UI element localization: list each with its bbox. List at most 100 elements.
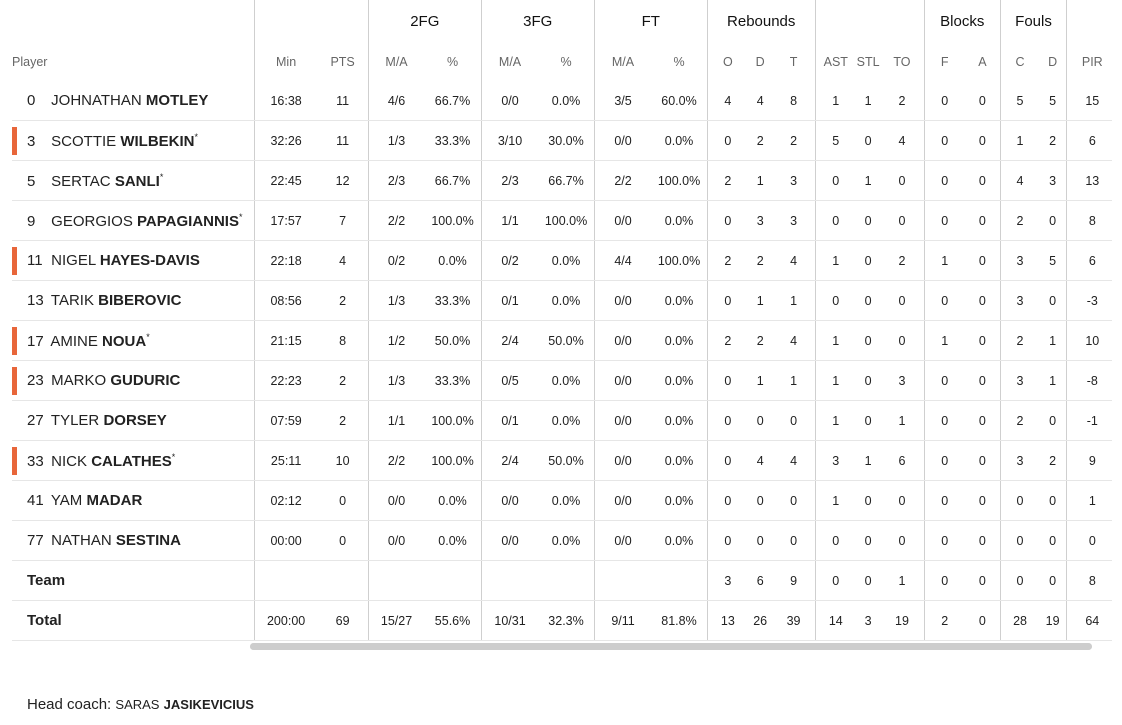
stat-pir: 15 xyxy=(1066,81,1112,121)
col-fouls-c[interactable]: C xyxy=(999,42,1040,81)
stat-ft-ma: 9/11 xyxy=(593,600,652,641)
stat-fg3-pct: 0.0% xyxy=(538,360,595,401)
starter-marker xyxy=(12,367,17,395)
stat-ft-pct: 0.0% xyxy=(651,280,708,321)
group-ft: FT xyxy=(593,0,708,42)
player-cell[interactable]: 17 AMINE NOUA* xyxy=(12,320,255,361)
stat-ba: 0 xyxy=(964,360,1001,401)
stat-fg3-pct: 50.0% xyxy=(538,320,595,361)
col-player[interactable]: Player xyxy=(12,54,48,69)
stat-fg2-ma: 2/2 xyxy=(367,200,425,241)
stat-fg2-pct: 66.7% xyxy=(424,160,482,201)
stat-pts: 11 xyxy=(317,120,369,161)
stat-bf: 2 xyxy=(923,600,965,641)
stat-bf: 0 xyxy=(923,520,965,561)
stat-fc: 2 xyxy=(999,400,1040,441)
col-blk-f[interactable]: F xyxy=(923,42,965,81)
col-ast[interactable]: AST xyxy=(814,42,856,81)
col-stl[interactable]: STL xyxy=(856,54,880,69)
stat-ft-ma: 0/0 xyxy=(593,480,652,521)
player-cell[interactable]: 9 GEORGIOS PAPAGIANNIS* xyxy=(12,200,255,241)
player-cell[interactable]: 41 YAM MADAR xyxy=(12,480,255,521)
player-row[interactable]: 5 SERTAC SANLI* 22:45 12 2/3 66.7% 2/3 66.7% 2/… xyxy=(12,160,1112,201)
col-ft-pct[interactable]: % xyxy=(673,54,685,69)
player-cell[interactable]: 0 JOHNATHAN MOTLEY xyxy=(12,81,255,121)
player-row[interactable]: 11 NIGEL HAYES-DAVIS 22:18 4 0/2 0.0% 0/2 0.0%… xyxy=(12,240,1112,281)
stat-t: 39 xyxy=(772,600,816,641)
team-label: Team xyxy=(12,560,255,601)
player-row[interactable]: 41 YAM MADAR 02:12 0 0/0 0.0% 0/0 0.0% 0/0 0.0% 0… xyxy=(12,480,1112,521)
stat-fc: 2 xyxy=(999,320,1040,361)
stat-o: 2 xyxy=(706,160,748,201)
starter-marker xyxy=(12,127,17,155)
player-row[interactable]: 13 TARIK BIBEROVIC 08:56 2 1/3 33.3% 0/1 0.0% 0… xyxy=(12,280,1112,321)
player-cell[interactable]: 77 NATHAN SESTINA xyxy=(12,520,255,561)
stat-fg2-pct: 66.7% xyxy=(424,81,482,121)
col-reb-d[interactable]: D xyxy=(755,54,765,69)
stat-pir: 10 xyxy=(1066,320,1112,361)
stat-pts xyxy=(317,560,369,601)
col-to[interactable]: TO xyxy=(893,54,911,69)
stat-fg2-ma: 1/2 xyxy=(367,320,425,361)
stat-ft-ma: 0/0 xyxy=(593,120,652,161)
player-cell[interactable]: 3 SCOTTIE WILBEKIN* xyxy=(12,120,255,161)
player-first-name: GEORGIOS xyxy=(51,212,133,230)
stat-d: 26 xyxy=(747,600,773,641)
stat-ast: 1 xyxy=(814,81,856,121)
stat-fc: 28 xyxy=(999,600,1040,641)
box-score-scroll-area[interactable]: 2FG 3FG FT Rebounds Blocks Fouls Player … xyxy=(12,0,1112,652)
stat-stl: 0 xyxy=(855,520,881,561)
stat-min: 16:38 xyxy=(253,81,318,121)
stat-fd: 2 xyxy=(1039,120,1067,161)
col-pir[interactable]: PIR xyxy=(1066,42,1112,81)
player-cell[interactable]: 27 TYLER DORSEY xyxy=(12,400,255,441)
col-2fg-pct[interactable]: % xyxy=(446,54,459,69)
stat-fg2-ma: 1/3 xyxy=(367,280,425,321)
stat-fd: 0 xyxy=(1039,400,1067,441)
stat-ft-ma: 2/2 xyxy=(593,160,652,201)
player-cell[interactable]: 13 TARIK BIBEROVIC xyxy=(12,280,255,321)
player-row[interactable]: 3 SCOTTIE WILBEKIN* 32:26 11 1/3 33.3% 3/10 30… xyxy=(12,120,1112,161)
stat-to: 0 xyxy=(880,480,925,521)
stat-pts: 2 xyxy=(317,280,369,321)
col-min[interactable]: Min xyxy=(253,42,318,81)
stat-ft-pct: 100.0% xyxy=(651,240,708,281)
stat-ast: 0 xyxy=(814,200,856,241)
col-fouls-d[interactable]: D xyxy=(1048,54,1058,69)
stat-fg3-ma: 0/0 xyxy=(480,480,539,521)
player-row[interactable]: 27 TYLER DORSEY 07:59 2 1/1 100.0% 0/1 0.0% 0/0… xyxy=(12,400,1112,441)
player-cell[interactable]: 5 SERTAC SANLI* xyxy=(12,160,255,201)
col-reb-t[interactable]: T xyxy=(789,54,798,69)
player-row[interactable]: 17 AMINE NOUA* 21:15 8 1/2 50.0% 2/4 50.0% 0/0 0… xyxy=(12,320,1112,361)
col-3fg-pct[interactable]: % xyxy=(560,54,572,69)
col-reb-o[interactable]: O xyxy=(706,42,748,81)
player-row[interactable]: 9 GEORGIOS PAPAGIANNIS* 17:57 7 2/2 100.0% 1/… xyxy=(12,200,1112,241)
horizontal-scrollbar[interactable] xyxy=(250,643,1092,650)
col-blk-a[interactable]: A xyxy=(978,54,987,69)
starter-asterisk: * xyxy=(146,331,150,342)
stat-fg3-pct: 0.0% xyxy=(538,520,595,561)
player-first-name: SCOTTIE xyxy=(51,132,117,150)
stat-fg3-pct: 30.0% xyxy=(538,120,595,161)
player-cell[interactable]: 11 NIGEL HAYES-DAVIS xyxy=(12,240,255,281)
stat-ba: 0 xyxy=(964,320,1001,361)
stat-fc: 0 xyxy=(999,560,1040,601)
stat-min: 32:26 xyxy=(253,120,318,161)
player-row[interactable]: 77 NATHAN SESTINA 00:00 0 0/0 0.0% 0/0 0.0% 0/0… xyxy=(12,520,1112,561)
stat-fg3-ma: 0/1 xyxy=(480,400,539,441)
col-2fg-ma[interactable]: M/A xyxy=(367,42,425,81)
player-row[interactable]: 0 JOHNATHAN MOTLEY 16:38 11 4/6 66.7% 0/0 0.0%… xyxy=(12,81,1112,121)
stat-fg3-ma: 0/1 xyxy=(480,280,539,321)
stat-o: 4 xyxy=(706,81,748,121)
player-row[interactable]: 33 NICK CALATHES* 25:11 10 2/2 100.0% 2/4 50.0… xyxy=(12,440,1112,481)
stat-o: 0 xyxy=(706,520,748,561)
stat-min: 200:00 xyxy=(253,600,318,641)
player-cell[interactable]: 23 MARKO GUDURIC xyxy=(12,360,255,401)
player-cell[interactable]: 33 NICK CALATHES* xyxy=(12,440,255,481)
col-3fg-ma[interactable]: M/A xyxy=(480,42,539,81)
col-pts[interactable]: PTS xyxy=(330,54,355,69)
player-row[interactable]: 23 MARKO GUDURIC 22:23 2 1/3 33.3% 0/5 0.0% 0/0… xyxy=(12,360,1112,401)
scrollbar-thumb[interactable] xyxy=(250,643,1092,650)
col-ft-ma[interactable]: M/A xyxy=(593,42,652,81)
player-first-name: AMINE xyxy=(50,332,98,350)
